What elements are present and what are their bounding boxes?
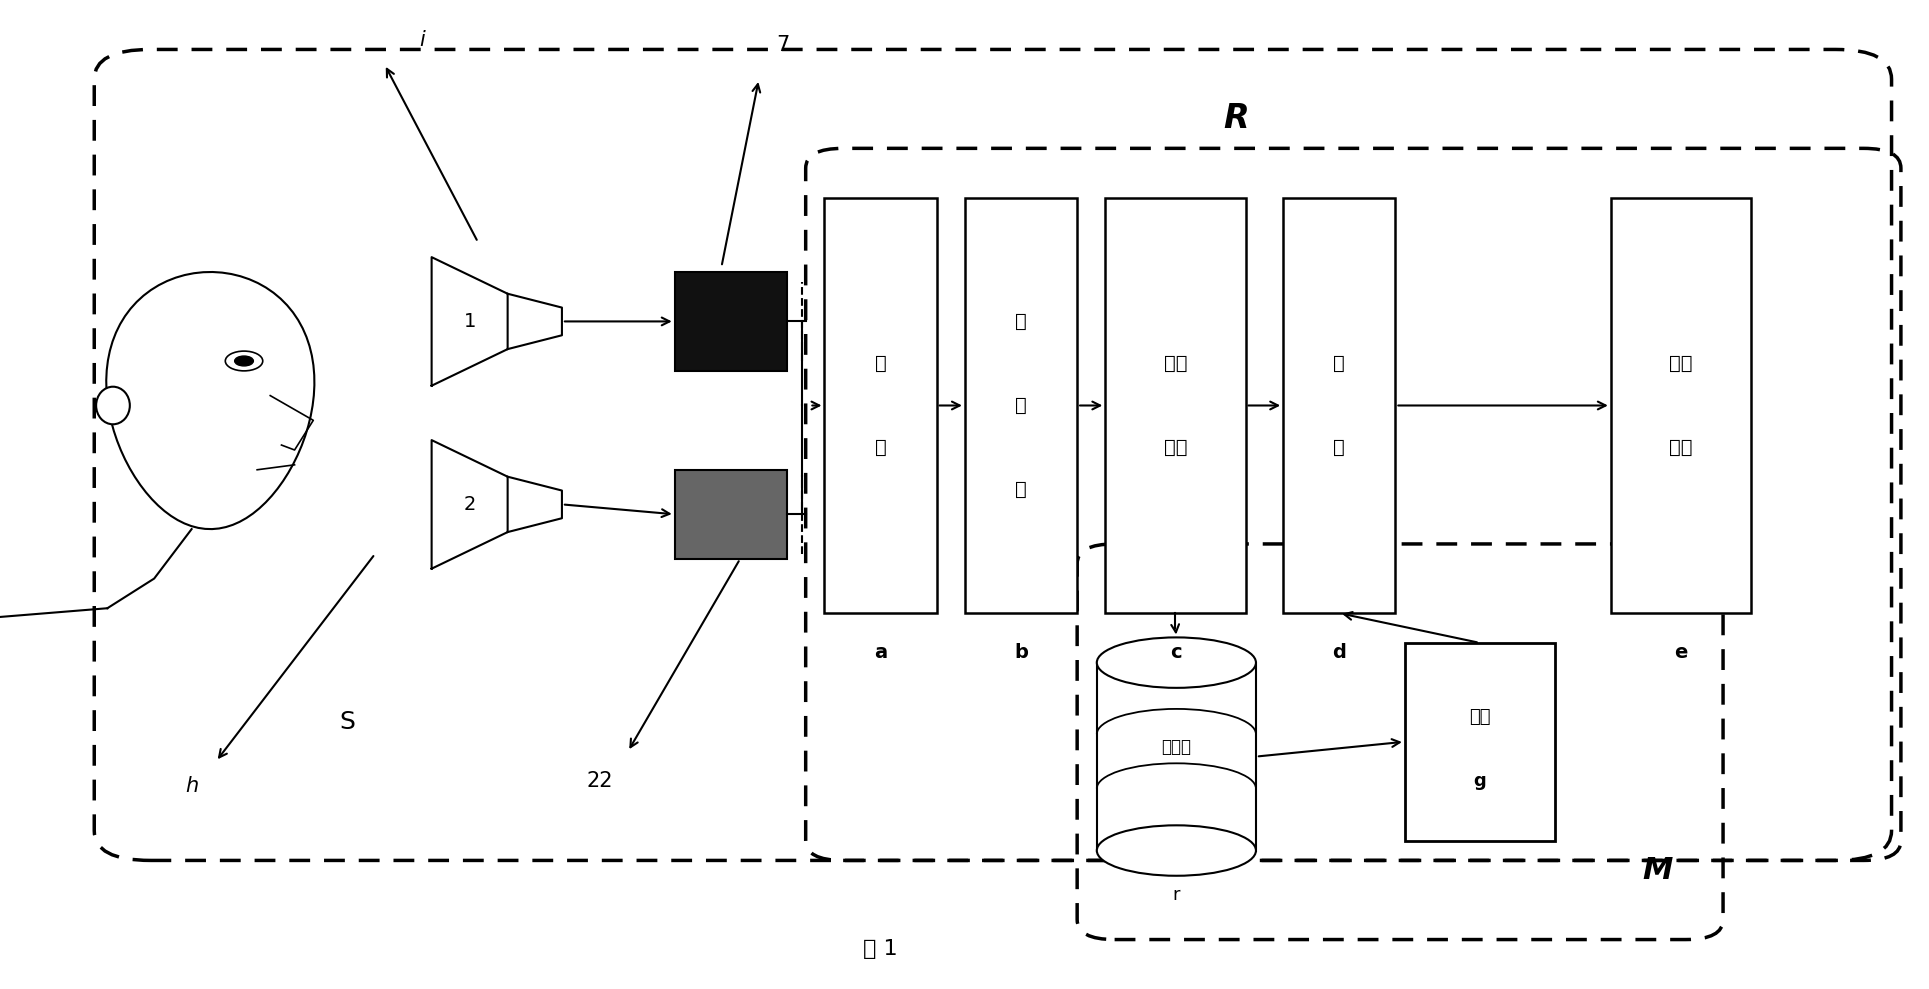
Bar — [1283, 198, 1395, 613]
Text: 2: 2 — [463, 494, 476, 514]
Bar — [1404, 643, 1555, 841]
Text: h: h — [185, 776, 199, 796]
Text: g: g — [1474, 772, 1485, 790]
Text: 归: 归 — [1015, 312, 1026, 331]
Text: S: S — [340, 710, 355, 734]
Bar — [675, 272, 787, 371]
Ellipse shape — [1098, 825, 1256, 876]
Ellipse shape — [96, 387, 129, 424]
Polygon shape — [432, 440, 507, 569]
Text: 图 1: 图 1 — [864, 940, 897, 959]
Text: r: r — [1173, 886, 1181, 904]
Text: d: d — [1333, 643, 1346, 663]
Text: a: a — [874, 643, 887, 663]
Text: M: M — [1642, 855, 1672, 885]
Text: c: c — [1169, 643, 1181, 663]
Text: 位: 位 — [874, 438, 887, 457]
Bar — [1105, 198, 1246, 613]
Text: b: b — [1015, 643, 1028, 663]
Polygon shape — [507, 477, 561, 532]
Text: 配: 配 — [1333, 438, 1345, 457]
Text: 化: 化 — [1015, 480, 1026, 499]
Text: 数据库: 数据库 — [1161, 738, 1192, 756]
Bar — [675, 470, 787, 559]
Text: 1: 1 — [463, 312, 476, 331]
Circle shape — [235, 356, 253, 366]
Bar — [824, 198, 937, 613]
Text: e: e — [1674, 643, 1688, 663]
Text: 定: 定 — [874, 354, 887, 373]
Text: 匹: 匹 — [1333, 354, 1345, 373]
Text: 模板: 模板 — [1468, 708, 1491, 726]
Text: 提取: 提取 — [1163, 438, 1186, 457]
Text: 结果: 结果 — [1669, 438, 1692, 457]
Text: i: i — [419, 30, 424, 49]
Polygon shape — [106, 272, 314, 529]
Text: 22: 22 — [586, 771, 613, 791]
Bar — [1098, 663, 1256, 851]
Circle shape — [226, 351, 262, 371]
Polygon shape — [432, 257, 507, 386]
Bar — [1611, 198, 1752, 613]
Text: 7: 7 — [777, 35, 789, 54]
Text: R: R — [1223, 102, 1250, 135]
Bar — [964, 198, 1076, 613]
Text: 特征: 特征 — [1163, 354, 1186, 373]
Polygon shape — [507, 294, 561, 349]
Text: 一: 一 — [1015, 396, 1026, 415]
Text: 输出: 输出 — [1669, 354, 1692, 373]
Ellipse shape — [1098, 638, 1256, 688]
